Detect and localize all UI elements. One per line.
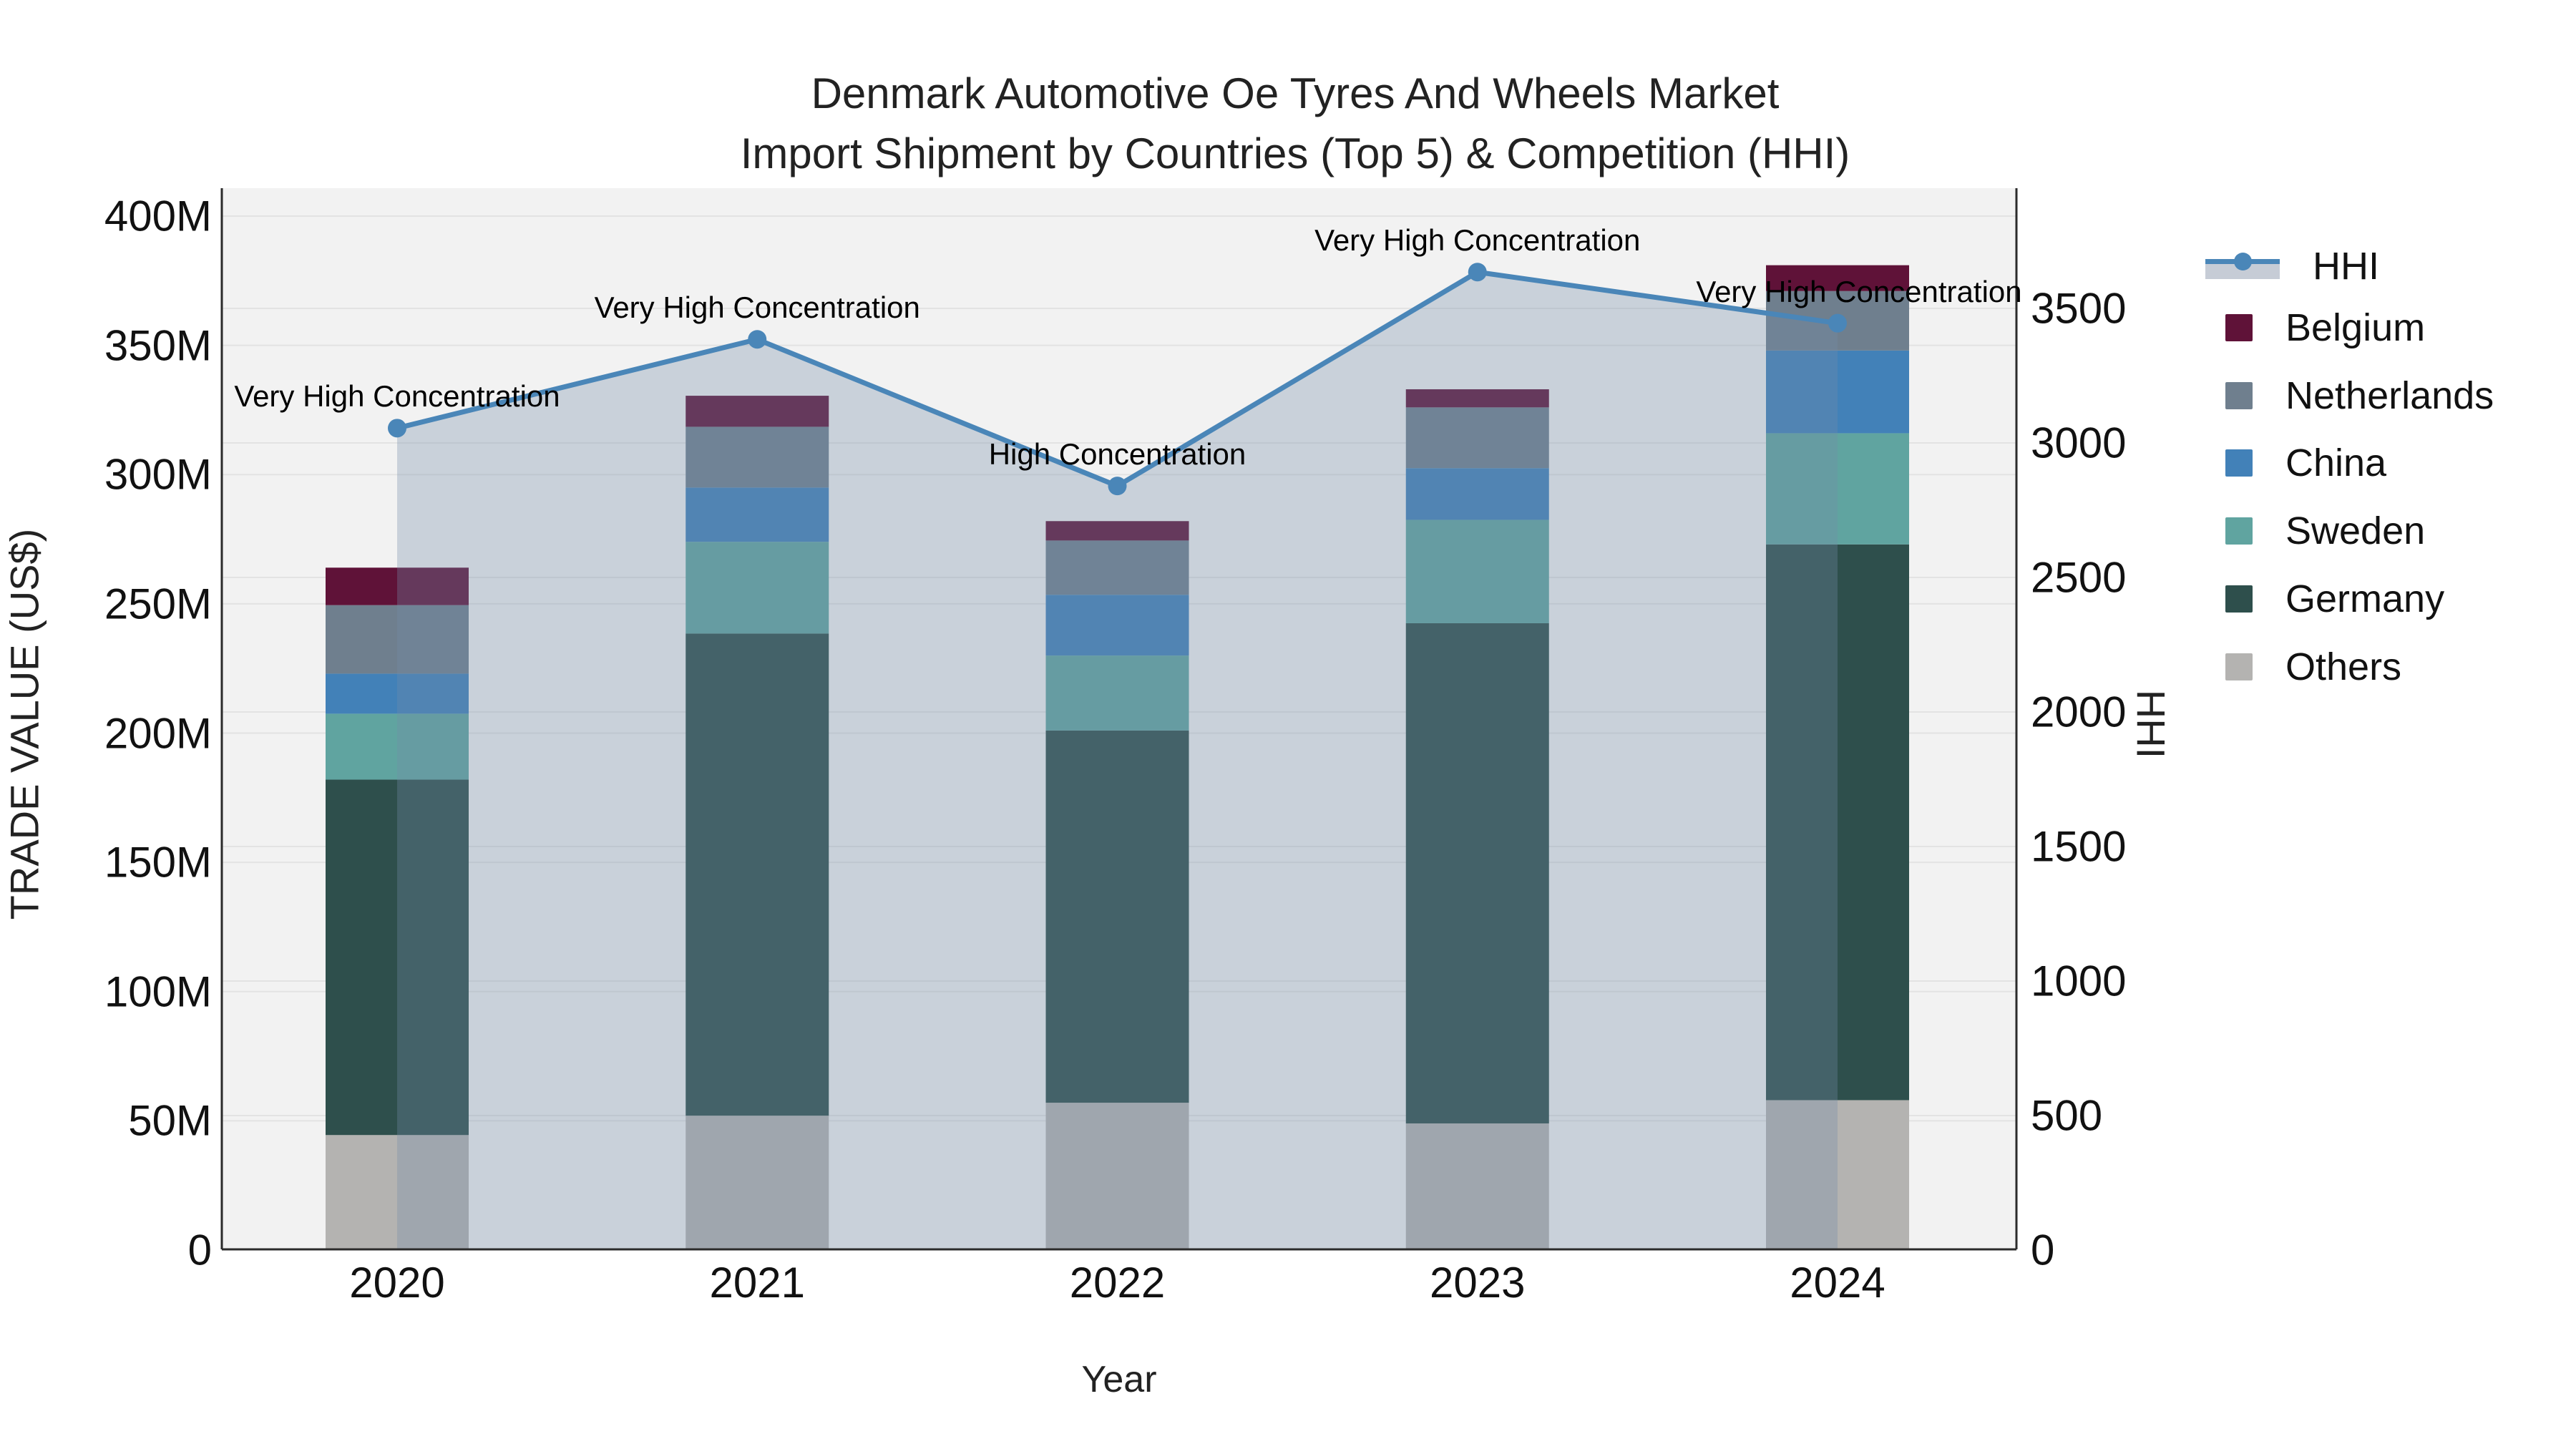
hhi-fill-swatch	[2205, 263, 2280, 279]
legend-item-china[interactable]: China	[2205, 441, 2386, 484]
bar-segment-2020-china	[326, 673, 469, 714]
y-left-tick-50M: 50M	[128, 1096, 212, 1145]
y-right-tick-3000: 3000	[2031, 419, 2127, 467]
legend-item-netherlands[interactable]: Netherlands	[2205, 374, 2494, 417]
legend-swatch-china	[2225, 449, 2253, 477]
legend-swatch-others	[2225, 653, 2253, 680]
annotation-2023: Very High Concentration	[1314, 223, 1641, 258]
legend-item-belgium[interactable]: Belgium	[2205, 306, 2425, 349]
y-right-tick-2500: 2500	[2031, 553, 2127, 602]
bar-segment-2024-sweden	[1766, 433, 1909, 545]
x-tick-2021: 2021	[709, 1259, 805, 1307]
legend-label-hhi: HHI	[2313, 245, 2379, 288]
bar-segment-2024-germany	[1766, 544, 1909, 1101]
y-left-tick-400M: 400M	[104, 192, 212, 240]
legend-label-belgium: Belgium	[2285, 306, 2426, 349]
y-left-tick-300M: 300M	[104, 450, 212, 499]
hhi-line-icon	[2205, 250, 2280, 282]
bar-segment-2023-belgium	[1405, 389, 1549, 408]
legend-item-hhi[interactable]: HHI	[2205, 245, 2379, 288]
annotation-2021: Very High Concentration	[594, 291, 920, 325]
legend-label-china: China	[2285, 441, 2387, 484]
bar-segment-2024-others	[1766, 1100, 1909, 1250]
legend-label-germany: Germany	[2285, 577, 2445, 620]
y-left-tick-250M: 250M	[104, 580, 212, 628]
y-left-tick-0: 0	[187, 1226, 212, 1274]
y-left-tick-200M: 200M	[104, 709, 212, 757]
bar-segment-2020-germany	[326, 779, 469, 1136]
x-tick-2024: 2024	[1790, 1259, 1885, 1307]
bar-segment-2023-others	[1405, 1123, 1549, 1250]
chart-title-line2: Import Shipment by Countries (Top 5) & C…	[740, 130, 1850, 177]
hhi-point-2023	[1468, 263, 1487, 282]
legend-swatch-sweden	[2225, 517, 2253, 545]
y-left-tick-350M: 350M	[104, 321, 212, 370]
annotation-2022: High Concentration	[988, 437, 1246, 472]
y-right-tick-1500: 1500	[2031, 822, 2127, 871]
legend-label-others: Others	[2285, 645, 2402, 688]
legend-swatch-netherlands	[2225, 382, 2253, 409]
bar-segment-2024-china	[1766, 350, 1909, 434]
bar-segment-2024-belgium	[1766, 265, 1909, 291]
hhi-point-2020	[388, 419, 406, 438]
y-axis-title-right: HHI	[2128, 689, 2174, 759]
legend-swatch-belgium	[2225, 314, 2253, 341]
annotation-2020: Very High Concentration	[234, 379, 560, 414]
hhi-point-2024	[1828, 313, 1847, 333]
y-right-tick-1000: 1000	[2031, 957, 2127, 1005]
legend-label-netherlands: Netherlands	[2285, 374, 2494, 417]
bar-segment-2020-belgium	[326, 567, 469, 605]
legend-item-sweden[interactable]: Sweden	[2205, 509, 2425, 552]
bar-segment-2021-germany	[686, 633, 829, 1116]
y-left-tick-150M: 150M	[104, 838, 212, 887]
y-right-tick-500: 500	[2031, 1091, 2103, 1140]
hhi-area-fill	[397, 272, 1838, 1249]
bar-segment-2020-others	[326, 1135, 469, 1250]
hhi-marker-dot	[2234, 253, 2252, 270]
legend-item-germany[interactable]: Germany	[2205, 577, 2444, 620]
bar-segment-2023-sweden	[1405, 519, 1549, 623]
hhi-point-2021	[748, 330, 767, 349]
bar-segment-2021-sweden	[686, 542, 829, 634]
legend-label-sweden: Sweden	[2285, 509, 2426, 552]
bar-segment-2022-germany	[1045, 730, 1189, 1103]
annotation-2024: Very High Concentration	[1696, 274, 2022, 308]
bar-segment-2021-others	[686, 1116, 829, 1250]
y-left-tick-100M: 100M	[104, 967, 212, 1016]
x-tick-2023: 2023	[1430, 1259, 1526, 1307]
bar-segment-2020-sweden	[326, 713, 469, 780]
bar-segment-2022-sweden	[1045, 655, 1189, 731]
y-right-tick-2000: 2000	[2031, 688, 2127, 736]
bar-segment-2023-china	[1405, 468, 1549, 520]
legend-swatch-germany	[2225, 585, 2253, 613]
bar-segment-2022-belgium	[1045, 521, 1189, 541]
bar-segment-2023-germany	[1405, 623, 1549, 1123]
x-tick-2020: 2020	[349, 1259, 445, 1307]
x-axis-title: Year	[1081, 1359, 1157, 1400]
x-tick-2022: 2022	[1069, 1259, 1166, 1307]
bar-segment-2021-belgium	[686, 396, 829, 427]
bar-segment-2023-netherlands	[1405, 407, 1549, 469]
bar-segment-2022-china	[1045, 595, 1189, 656]
chart-title-line1: Denmark Automotive Oe Tyres And Wheels M…	[811, 69, 1780, 117]
bar-segment-2022-others	[1045, 1103, 1189, 1250]
bar-segment-2021-china	[686, 487, 829, 542]
bar-segment-2020-netherlands	[326, 605, 469, 674]
legend-item-others[interactable]: Others	[2205, 645, 2401, 688]
bar-segment-2022-netherlands	[1045, 540, 1189, 595]
y-right-tick-3500: 3500	[2031, 284, 2127, 333]
y-right-tick-0: 0	[2031, 1226, 2055, 1274]
bar-segment-2021-netherlands	[686, 426, 829, 488]
hhi-point-2022	[1108, 477, 1127, 496]
